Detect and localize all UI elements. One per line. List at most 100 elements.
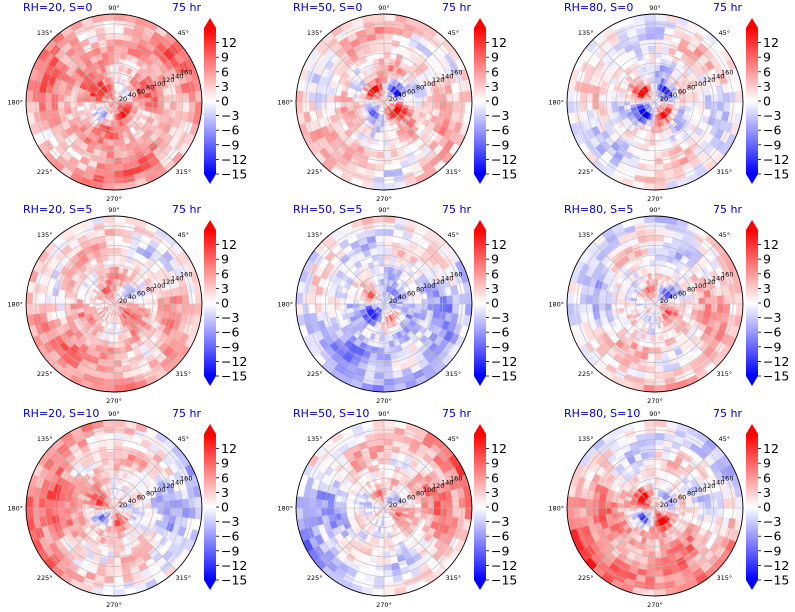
field-cell bbox=[38, 293, 46, 305]
panel-time-label: 75 hr bbox=[713, 203, 742, 216]
field-cell bbox=[107, 145, 115, 153]
colorbar-tick-label: 9 bbox=[221, 50, 229, 65]
field-cell bbox=[654, 57, 661, 65]
colorbar-tick-label: 9 bbox=[491, 50, 499, 65]
colorbar-tick-label: 3 bbox=[491, 281, 499, 296]
field-cell bbox=[704, 296, 712, 305]
field-cell bbox=[113, 151, 122, 159]
field-cell bbox=[109, 532, 115, 540]
field-cell bbox=[723, 91, 731, 103]
field-cell bbox=[333, 101, 341, 109]
radial-tick-label: 160 bbox=[450, 271, 462, 279]
field-cell bbox=[108, 139, 115, 147]
field-cell bbox=[113, 182, 126, 191]
radial-tick-label: 20 bbox=[119, 297, 127, 305]
field-cell bbox=[57, 94, 65, 103]
field-cell bbox=[383, 347, 391, 355]
field-cell bbox=[378, 132, 385, 140]
field-cell bbox=[50, 303, 59, 313]
field-cell bbox=[113, 64, 120, 72]
field-cell bbox=[63, 303, 71, 311]
field-cell bbox=[109, 126, 115, 134]
field-cell bbox=[372, 215, 385, 224]
radial-tick-label: 160 bbox=[180, 69, 192, 77]
colorbar-tick-label: 12 bbox=[221, 35, 237, 50]
field-cell bbox=[377, 51, 385, 59]
field-cell bbox=[375, 359, 385, 368]
field-cell bbox=[373, 170, 385, 178]
field-cell bbox=[375, 240, 385, 249]
field-cell bbox=[591, 295, 600, 305]
radial-tick-label: 40 bbox=[128, 91, 136, 99]
field-cell bbox=[372, 13, 385, 22]
angle-tick-label: 135° bbox=[307, 231, 323, 239]
angle-tick-label: 225° bbox=[578, 168, 594, 176]
angle-tick-label: 90° bbox=[378, 206, 390, 214]
field-cell bbox=[373, 372, 385, 380]
field-cell bbox=[308, 293, 316, 305]
field-cell bbox=[25, 101, 34, 114]
field-cell bbox=[106, 557, 115, 565]
colorbar-tick-label: 0 bbox=[491, 94, 499, 109]
angle-tick-label: 225° bbox=[37, 370, 53, 378]
field-cell bbox=[327, 303, 335, 312]
field-cell bbox=[320, 93, 329, 103]
field-cell bbox=[63, 297, 71, 305]
field-cell bbox=[157, 95, 165, 103]
field-cell bbox=[113, 353, 122, 361]
colorbar-extend-min bbox=[204, 174, 216, 184]
field-cell bbox=[169, 499, 178, 509]
field-cell bbox=[710, 93, 719, 103]
field-cell bbox=[654, 182, 667, 191]
field-cell bbox=[648, 253, 656, 261]
field-cell bbox=[644, 170, 656, 178]
angle-tick-label: 225° bbox=[307, 370, 323, 378]
angle-tick-label: 90° bbox=[649, 206, 661, 214]
panel-time-label: 75 hr bbox=[713, 1, 742, 14]
radial-tick-label: 60 bbox=[678, 289, 686, 297]
field-cell bbox=[107, 253, 115, 261]
angle-tick-label: 135° bbox=[37, 231, 53, 239]
field-cell bbox=[102, 384, 115, 393]
angle-tick-label: 135° bbox=[578, 231, 594, 239]
field-cell bbox=[704, 94, 712, 103]
colorbar-tick-label: 3 bbox=[491, 79, 499, 94]
field-cell bbox=[433, 101, 441, 110]
polar-grid bbox=[296, 14, 472, 190]
angle-tick-label: 270° bbox=[376, 195, 392, 203]
field-cell bbox=[383, 259, 390, 267]
field-cell bbox=[643, 215, 656, 224]
field-cell bbox=[169, 295, 178, 305]
field-cell bbox=[295, 101, 304, 114]
field-cell bbox=[604, 101, 612, 109]
colorbar-tick-label: 9 bbox=[763, 252, 771, 267]
angular-gridline bbox=[113, 101, 177, 165]
field-cell bbox=[383, 151, 392, 159]
field-cell bbox=[452, 303, 460, 315]
radial-tick-label: 40 bbox=[398, 91, 406, 99]
field-cell bbox=[108, 341, 115, 349]
field-cell bbox=[452, 293, 460, 305]
field-cell bbox=[113, 215, 126, 224]
field-cell bbox=[710, 295, 719, 305]
field-cell bbox=[704, 101, 712, 110]
field-cell bbox=[439, 303, 448, 313]
panel-time-label: 75 hr bbox=[442, 1, 471, 14]
field-cell bbox=[157, 297, 165, 305]
angle-tick-label: 135° bbox=[307, 29, 323, 37]
angle-tick-label: 90° bbox=[108, 206, 120, 214]
colorbar-extend-max bbox=[746, 18, 758, 28]
field-cell bbox=[598, 101, 606, 110]
field-cell bbox=[82, 97, 90, 103]
field-cell bbox=[69, 298, 77, 305]
field-cell bbox=[566, 101, 575, 114]
radial-tick-label: 100 bbox=[153, 80, 165, 88]
colorbar-tick-label: 9 bbox=[221, 252, 229, 267]
field-cell bbox=[383, 384, 396, 393]
field-cell bbox=[346, 298, 354, 305]
radial-tick-label: 20 bbox=[389, 297, 397, 305]
field-cell bbox=[654, 359, 664, 368]
colorbar-tick-label: −12 bbox=[763, 152, 789, 167]
